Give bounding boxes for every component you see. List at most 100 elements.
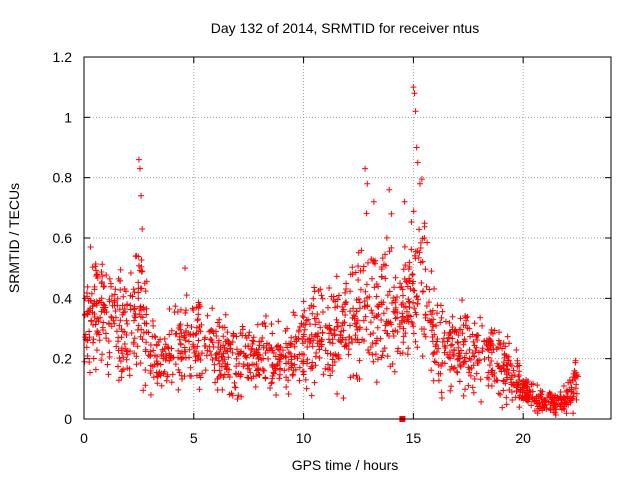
data-point	[234, 395, 241, 402]
data-point	[182, 354, 189, 361]
data-point	[401, 318, 408, 325]
data-point	[409, 280, 416, 287]
data-point	[531, 397, 538, 404]
data-point	[418, 280, 425, 287]
data-point	[347, 308, 354, 315]
data-point	[423, 283, 430, 290]
data-point	[534, 382, 541, 389]
data-point	[501, 368, 508, 375]
data-point	[438, 314, 445, 321]
data-point	[138, 326, 145, 333]
y-axis-label: SRMTID / TECUs	[6, 183, 22, 293]
data-point	[477, 376, 484, 383]
data-point	[85, 297, 92, 304]
data-point	[224, 329, 231, 336]
data-point	[99, 351, 106, 358]
data-point	[215, 357, 222, 364]
data-point	[432, 359, 439, 366]
data-point	[177, 341, 184, 348]
data-point	[405, 265, 412, 272]
data-point	[106, 298, 113, 305]
data-point	[343, 299, 350, 306]
data-point	[391, 368, 398, 375]
data-point	[416, 180, 423, 187]
data-point	[424, 239, 431, 246]
data-point	[113, 328, 120, 335]
data-point	[270, 349, 277, 356]
data-point	[245, 375, 252, 382]
y-tick-label: 0.8	[53, 170, 73, 186]
data-point	[327, 326, 334, 333]
data-point	[157, 372, 164, 379]
data-point	[275, 318, 282, 325]
data-point	[481, 356, 488, 363]
data-point	[394, 348, 401, 355]
data-point	[114, 363, 121, 370]
data-point	[215, 337, 222, 344]
data-point	[221, 344, 228, 351]
data-point	[373, 293, 380, 300]
data-point	[353, 372, 360, 379]
data-point	[319, 330, 326, 337]
data-point	[447, 387, 454, 394]
data-point	[389, 328, 396, 335]
data-point	[177, 326, 184, 333]
data-point	[405, 296, 412, 303]
data-point	[115, 338, 122, 345]
data-point	[441, 349, 448, 356]
data-point	[250, 334, 257, 341]
data-point	[328, 293, 335, 300]
data-point	[364, 259, 371, 266]
data-point	[460, 392, 467, 399]
data-point	[539, 407, 546, 414]
data-point	[450, 352, 457, 359]
data-point	[503, 401, 510, 408]
data-point	[382, 275, 389, 282]
data-point	[188, 324, 195, 331]
data-point	[371, 284, 378, 291]
data-point	[439, 308, 446, 315]
data-point	[181, 348, 188, 355]
data-point	[309, 310, 316, 317]
data-point	[372, 351, 379, 358]
data-point	[133, 361, 140, 368]
data-point	[262, 312, 269, 319]
data-point	[457, 326, 464, 333]
data-point	[233, 355, 240, 362]
data-point	[203, 352, 210, 359]
data-point	[226, 374, 233, 381]
data-point	[334, 303, 341, 310]
data-point	[172, 331, 179, 338]
data-point	[568, 389, 575, 396]
data-point	[226, 391, 233, 398]
data-point	[320, 371, 327, 378]
data-point	[206, 328, 213, 335]
data-point	[490, 346, 497, 353]
data-point	[224, 366, 231, 373]
data-point	[202, 334, 209, 341]
data-point	[82, 311, 89, 318]
data-point	[389, 360, 396, 367]
data-point	[130, 340, 137, 347]
data-point	[153, 342, 160, 349]
data-point	[297, 323, 304, 330]
data-point	[99, 273, 106, 280]
data-point	[273, 391, 280, 398]
data-point	[309, 343, 316, 350]
data-point	[529, 388, 536, 395]
data-point	[142, 288, 149, 295]
data-point	[136, 165, 143, 172]
data-point	[169, 371, 176, 378]
data-point	[369, 351, 376, 358]
data-point	[260, 367, 267, 374]
data-point	[281, 367, 288, 374]
data-point	[232, 384, 239, 391]
data-point	[528, 402, 535, 409]
data-point	[116, 322, 123, 329]
data-point	[485, 338, 492, 345]
data-point	[447, 366, 454, 373]
data-point	[176, 369, 183, 376]
data-point	[229, 392, 236, 399]
data-point	[447, 329, 454, 336]
data-point	[284, 325, 291, 332]
